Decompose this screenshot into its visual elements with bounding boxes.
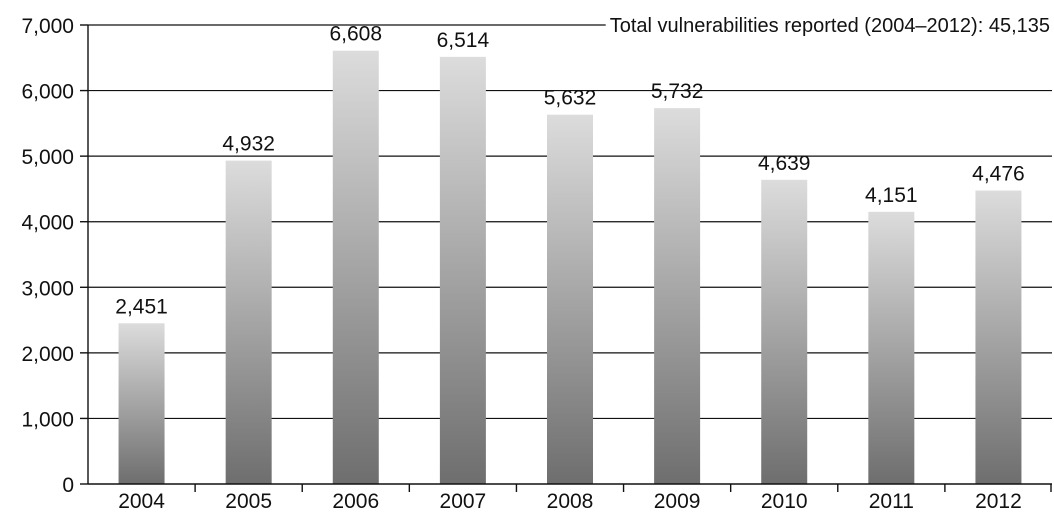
data-label-2004: 2,451 (115, 295, 168, 318)
bar-2011 (868, 211, 915, 485)
x-tick-label-2005: 2005 (225, 490, 272, 512)
y-tick-label: 7,000 (21, 15, 74, 38)
axes (80, 24, 1052, 492)
data-label-2007: 6,514 (437, 29, 490, 52)
data-label-2008: 5,632 (544, 87, 597, 110)
data-label-2009: 5,732 (651, 80, 704, 103)
y-tick-label: 4,000 (21, 212, 74, 235)
y-tick-label: 1,000 (21, 408, 74, 431)
data-label-2012: 4,476 (972, 163, 1025, 186)
bar-2009 (654, 108, 701, 485)
data-label-2010: 4,639 (758, 152, 811, 175)
x-tick-label-2004: 2004 (118, 490, 165, 512)
x-tick-label-2006: 2006 (332, 490, 379, 512)
bar-2012 (975, 190, 1022, 484)
y-tick-label: 6,000 (21, 81, 74, 104)
labels: Total vulnerabilities reported (2004–201… (21, 15, 1050, 513)
x-tick-label-2008: 2008 (547, 490, 594, 512)
y-tick-label: 0 (62, 474, 74, 497)
data-label-2011: 4,151 (865, 184, 918, 207)
bar-2007 (439, 56, 486, 485)
x-tick-label-2010: 2010 (761, 490, 808, 512)
bars (118, 50, 1022, 485)
bar-2004 (118, 323, 165, 484)
data-label-2006: 6,608 (329, 23, 382, 46)
bar-2006 (332, 50, 379, 484)
bar-2005 (225, 160, 272, 484)
total-annotation: Total vulnerabilities reported (2004–201… (610, 15, 1050, 37)
bar-2010 (761, 179, 808, 484)
y-tick-label: 3,000 (21, 277, 74, 300)
x-tick-label-2012: 2012 (975, 490, 1022, 512)
y-tick-label: 2,000 (21, 343, 74, 366)
x-tick-label-2009: 2009 (654, 490, 701, 512)
bar-2008 (547, 114, 593, 484)
data-label-2005: 4,932 (222, 133, 275, 156)
x-tick-label-2011: 2011 (869, 490, 914, 512)
y-tick-label: 5,000 (21, 146, 74, 169)
x-tick-label-2007: 2007 (440, 490, 487, 512)
